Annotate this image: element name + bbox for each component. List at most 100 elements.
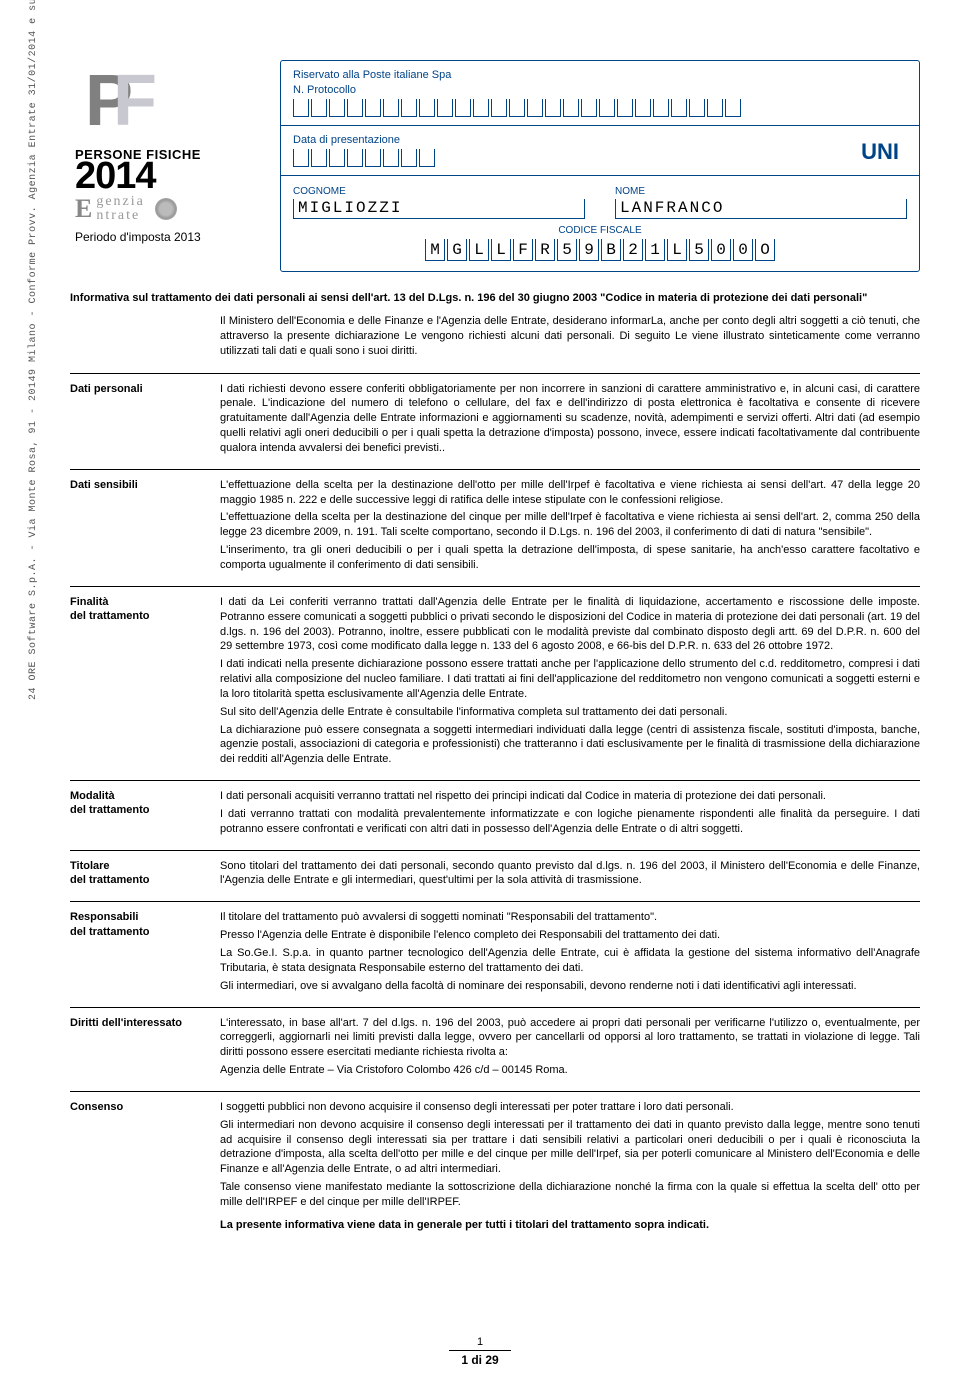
- section-label: Titolaredel trattamento: [70, 859, 200, 892]
- uni-label: UNI: [861, 139, 899, 165]
- cf-cell: 2: [623, 239, 643, 261]
- section-label: Finalitàdel trattamento: [70, 595, 200, 770]
- section-label: Dati sensibili: [70, 478, 200, 576]
- cf-cell: 5: [689, 239, 709, 261]
- data-cell: [365, 149, 381, 167]
- data-cell: [347, 149, 363, 167]
- cf-cell: 0: [711, 239, 731, 261]
- riservato-label: Riservato alla Poste italiane Spa: [293, 69, 907, 81]
- section-body: I dati da Lei conferiti verranno trattat…: [220, 595, 920, 770]
- pf-logo: PF PERSONE FISICHE 2014: [70, 60, 250, 190]
- informativa-title: Informativa sul trattamento dei dati per…: [70, 292, 920, 304]
- protocollo-cell: [311, 99, 327, 117]
- protocollo-cell: [365, 99, 381, 117]
- protocollo-cell: [491, 99, 507, 117]
- cf-cell: 0: [733, 239, 753, 261]
- section-label: Responsabilidel trattamento: [70, 910, 200, 996]
- section-row: Finalitàdel trattamentoI dati da Lei con…: [70, 586, 920, 780]
- sections-container: Dati personali I dati richiesti devono es…: [70, 373, 920, 1246]
- protocollo-label: N. Protocollo: [293, 84, 907, 96]
- cf-cell: G: [447, 239, 467, 261]
- data-presentazione-label: Data di presentazione: [293, 134, 435, 146]
- protocollo-cell: [617, 99, 633, 117]
- protocollo-cell: [545, 99, 561, 117]
- section-row: Dati sensibiliL'effettuazione della scel…: [70, 469, 920, 586]
- data-cell: [419, 149, 435, 167]
- logo-block: PF PERSONE FISICHE 2014 E genzia ntrate …: [70, 60, 250, 272]
- agenzia-entrate-logo: E genzia ntrate: [75, 194, 250, 224]
- periodo-imposta: Periodo d'imposta 2013: [75, 230, 250, 244]
- data-presentazione-cells: [293, 149, 435, 167]
- protocollo-cell: [437, 99, 453, 117]
- form-block: Riservato alla Poste italiane Spa N. Pro…: [280, 60, 920, 272]
- data-cell: [329, 149, 345, 167]
- section-label: Consenso: [70, 1100, 200, 1236]
- footer-page-number: 1: [0, 1336, 960, 1348]
- header: PF PERSONE FISICHE 2014 E genzia ntrate …: [70, 60, 920, 272]
- protocollo-cell: [527, 99, 543, 117]
- cf-cell: L: [491, 239, 511, 261]
- cf-cell: R: [535, 239, 555, 261]
- cf-cell: O: [755, 239, 775, 261]
- section-body: I dati personali acquisiti verranno trat…: [220, 789, 920, 840]
- cf-cell: 9: [579, 239, 599, 261]
- intro-paragraph: Il Ministero dell'Economia e delle Finan…: [220, 314, 920, 359]
- cognome-value: MIGLIOZZI: [293, 199, 585, 219]
- section-label: Modalitàdel trattamento: [70, 789, 200, 840]
- cf-cell: 1: [645, 239, 665, 261]
- protocollo-cell: [725, 99, 741, 117]
- section-row: Titolaredel trattamento Sono titolari del…: [70, 850, 920, 902]
- nome-value: LANFRANCO: [615, 199, 907, 219]
- section-label: Dati personali: [70, 382, 200, 459]
- codice-fiscale-label: CODICE FISCALE: [293, 225, 907, 236]
- protocollo-cell: [599, 99, 615, 117]
- section-row: Dati personali I dati richiesti devono es…: [70, 373, 920, 469]
- data-cell: [383, 149, 399, 167]
- protocollo-cell: [509, 99, 525, 117]
- section-row: ConsensoI soggetti pubblici non devono a…: [70, 1091, 920, 1246]
- emblem-icon: [155, 198, 177, 220]
- cf-cell: M: [425, 239, 445, 261]
- section-body: I dati richiesti devono essere conferiti…: [220, 382, 920, 459]
- codice-fiscale-cells: MGLLFR59B21L500O: [425, 239, 775, 261]
- protocollo-cell: [329, 99, 345, 117]
- section-row: Modalitàdel trattamento I dati personali …: [70, 780, 920, 850]
- protocollo-cell: [689, 99, 705, 117]
- agency-bottom: ntrate: [96, 209, 145, 223]
- protocollo-cell: [293, 99, 309, 117]
- protocollo-cell: [653, 99, 669, 117]
- protocollo-cell: [401, 99, 417, 117]
- protocollo-cell: [347, 99, 363, 117]
- cf-cell: B: [601, 239, 621, 261]
- protocollo-cell: [671, 99, 687, 117]
- cf-cell: F: [513, 239, 533, 261]
- protocollo-cell: [707, 99, 723, 117]
- data-cell: [293, 149, 309, 167]
- year-label: 2014: [75, 155, 156, 198]
- section-body: L'interessato, in base all'art. 7 del d.…: [220, 1016, 920, 1081]
- section-body: Sono titolari del trattamento dei dati p…: [220, 859, 920, 892]
- section-label: Diritti dell'interessato: [70, 1016, 200, 1081]
- protocollo-cells: [293, 99, 907, 117]
- cf-cell: L: [667, 239, 687, 261]
- footer-pages: 1 di 29: [449, 1350, 510, 1367]
- section-row: Diritti dell'interessato L'interessato, i…: [70, 1007, 920, 1091]
- section-body: Il titolare del trattamento può avvalers…: [220, 910, 920, 996]
- footer: 1 1 di 29: [0, 1336, 960, 1367]
- section-body: L'effettuazione della scelta per la dest…: [220, 478, 920, 576]
- protocollo-cell: [419, 99, 435, 117]
- data-cell: [311, 149, 327, 167]
- cognome-label: COGNOME: [293, 186, 585, 197]
- section-body: I soggetti pubblici non devono acquisire…: [220, 1100, 920, 1236]
- protocollo-cell: [635, 99, 651, 117]
- cf-cell: L: [469, 239, 489, 261]
- nome-label: NOME: [615, 186, 907, 197]
- protocollo-cell: [455, 99, 471, 117]
- protocollo-cell: [581, 99, 597, 117]
- protocollo-cell: [383, 99, 399, 117]
- cf-cell: 5: [557, 239, 577, 261]
- section-row: Responsabilidel trattamentoIl titolare d…: [70, 901, 920, 1006]
- vertical-producer-note: 24 ORE Software S.p.A. - Via Monte Rosa,…: [28, 0, 39, 700]
- data-cell: [401, 149, 417, 167]
- protocollo-cell: [563, 99, 579, 117]
